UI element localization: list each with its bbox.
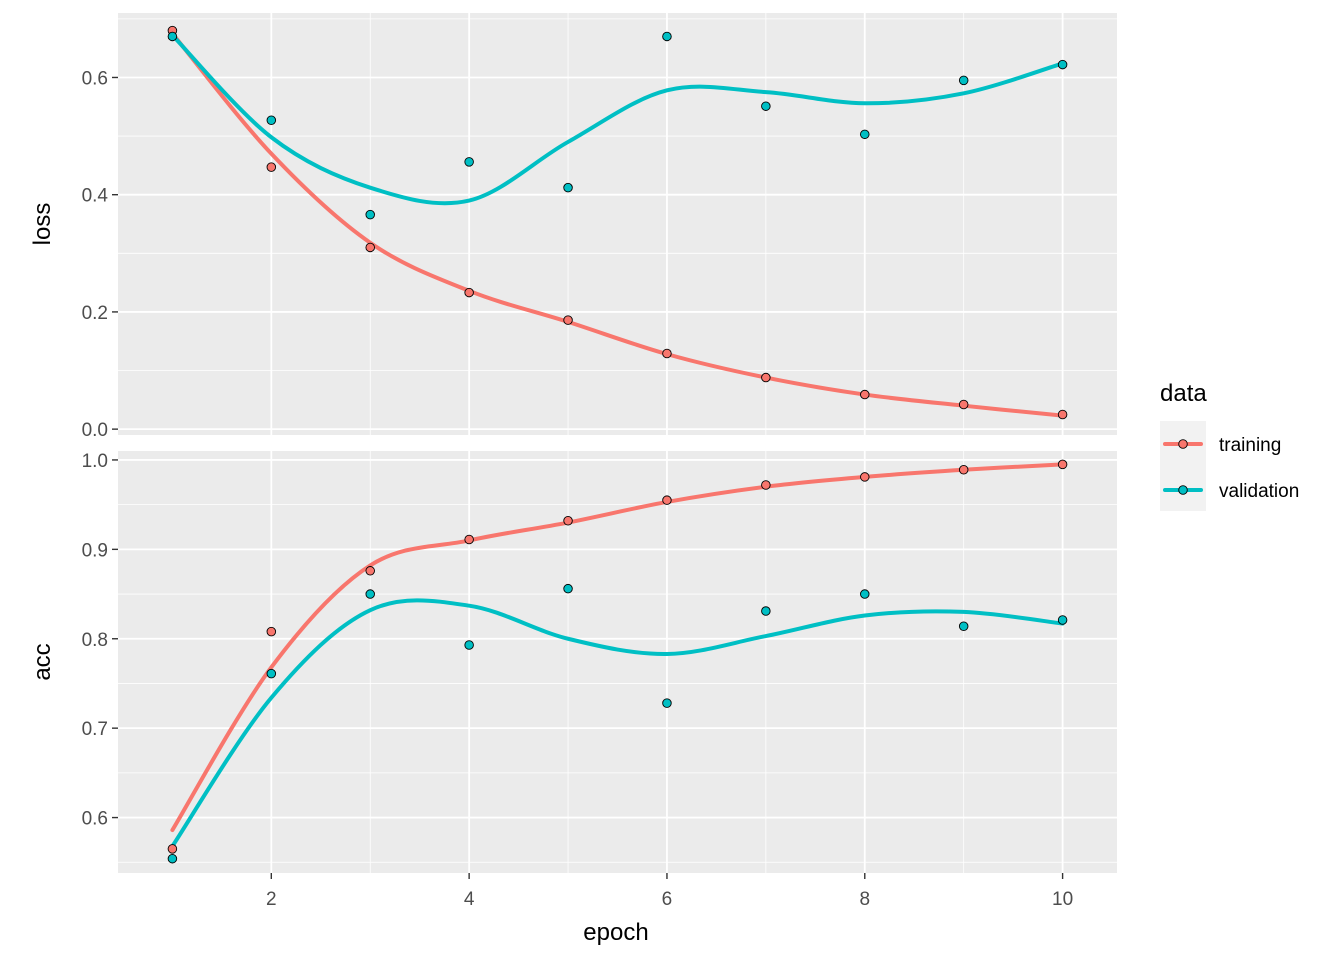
data-point-training: [958, 399, 969, 410]
data-point-validation: [563, 583, 573, 594]
legend-entries: training validation: [1163, 435, 1299, 502]
series-line-validation: [170, 598, 1065, 849]
panels-layer: 0.0 0.2 0.4 0.6 loss 0.6 0.7 0.8 0.9 1.0 acc 2 4 6 8 10: [29, 13, 1117, 910]
data-point-training: [365, 242, 375, 253]
y-axis-title: acc: [29, 643, 56, 680]
data-point-training: [563, 315, 573, 325]
legend-title: data: [1160, 380, 1207, 407]
x-axis: 2 4 6 8 10: [266, 873, 1073, 910]
data-point-training: [860, 472, 870, 482]
data-point-training: [266, 162, 277, 172]
y-tick-label: 0.4: [82, 186, 109, 207]
data-point-validation: [167, 853, 178, 864]
data-point-training: [167, 844, 178, 854]
legend: data training validation: [1160, 380, 1299, 511]
series-line-validation: [170, 33, 1065, 206]
x-tick-label: 10: [1052, 889, 1073, 910]
y-tick-label: 0.6: [82, 68, 108, 89]
data-point-training: [1057, 409, 1068, 420]
y-tick-label: 0.8: [82, 630, 108, 651]
legend-key-bg: [1160, 421, 1206, 511]
y-tick-label: 0.9: [82, 540, 108, 561]
y-tick-label: 0.0: [82, 420, 108, 441]
panel-loss: 0.0 0.2 0.4 0.6 loss: [29, 13, 1117, 441]
x-tick-label: 2: [266, 889, 277, 910]
data-point-validation: [958, 621, 969, 631]
data-point-training: [1057, 459, 1068, 470]
y-tick-label: 1.0: [82, 451, 108, 472]
data-point-training: [860, 389, 870, 400]
data-point-validation: [266, 115, 277, 126]
legend-key-point-training: [1178, 439, 1188, 449]
data-point-validation: [365, 209, 375, 220]
data-point-training: [563, 515, 573, 526]
panel-background: [118, 13, 1117, 435]
series-line-training: [170, 31, 1065, 418]
y-tick-label: 0.2: [82, 303, 108, 324]
data-point-validation: [1057, 615, 1068, 625]
data-point-validation: [860, 129, 870, 140]
data-point-training: [464, 534, 474, 545]
data-point-validation: [860, 589, 870, 599]
data-point-validation: [761, 606, 771, 616]
legend-label-training: training: [1219, 435, 1281, 456]
legend-key-point-validation: [1178, 485, 1188, 495]
data-point-training: [662, 348, 672, 359]
data-point-validation: [464, 640, 474, 650]
series-line-training: [170, 462, 1065, 833]
data-point-validation: [662, 698, 672, 708]
data-point-training: [365, 566, 375, 576]
x-axis-title: epoch: [583, 919, 648, 946]
data-point-validation: [662, 31, 672, 42]
data-point-validation: [761, 101, 771, 111]
y-axis-title: loss: [29, 203, 56, 246]
legend-label-validation: validation: [1219, 481, 1299, 502]
data-point-validation: [266, 668, 277, 679]
panel-background: [118, 451, 1117, 873]
data-point-training: [958, 465, 969, 475]
data-point-validation: [563, 182, 573, 193]
x-tick-label: 8: [859, 889, 870, 910]
data-point-validation: [1057, 59, 1068, 70]
y-tick-label: 0.6: [82, 809, 108, 830]
data-point-validation: [167, 31, 178, 42]
data-point-training: [761, 372, 771, 383]
data-point-training: [266, 626, 277, 637]
data-point-training: [464, 287, 474, 298]
panel-acc: 0.6 0.7 0.8 0.9 1.0 acc: [29, 451, 1117, 873]
data-point-validation: [958, 75, 969, 86]
data-point-validation: [464, 157, 474, 167]
data-point-validation: [365, 589, 375, 599]
y-tick-label: 0.7: [82, 719, 108, 740]
x-tick-label: 4: [464, 889, 475, 910]
x-tick-label: 6: [662, 889, 673, 910]
data-point-training: [761, 480, 771, 490]
data-point-training: [662, 495, 672, 505]
